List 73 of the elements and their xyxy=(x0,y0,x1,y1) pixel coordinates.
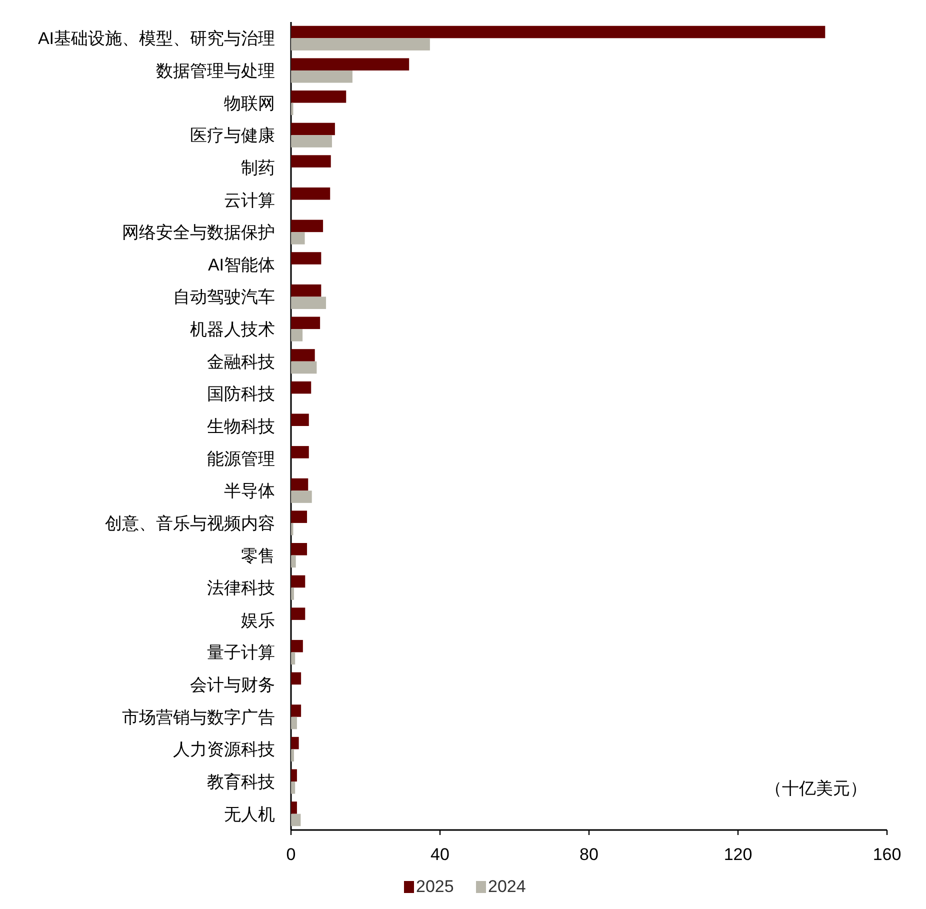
bar xyxy=(291,543,308,556)
bar xyxy=(291,381,312,394)
bar xyxy=(291,26,826,38)
bar xyxy=(291,329,303,342)
bar xyxy=(291,284,322,297)
bar xyxy=(291,704,302,717)
bar xyxy=(291,90,346,103)
bar xyxy=(291,510,308,523)
y-tick-label: 会计与财务 xyxy=(190,676,275,695)
bar xyxy=(291,361,317,374)
y-tick-label: 半导体 xyxy=(224,482,275,501)
y-tick-label: 人力资源科技 xyxy=(173,740,275,760)
bar xyxy=(291,220,324,232)
bar xyxy=(291,232,305,244)
y-tick-label: 教育科技 xyxy=(207,772,275,792)
bar xyxy=(291,588,294,600)
y-tick-label: 量子计算 xyxy=(207,643,275,662)
bar xyxy=(291,38,430,50)
y-tick-label: 能源管理 xyxy=(207,449,275,468)
bar xyxy=(291,155,331,168)
bar xyxy=(291,187,330,200)
y-tick-label: 国防科技 xyxy=(207,384,275,404)
bar xyxy=(291,769,297,782)
bar xyxy=(291,58,410,70)
bar xyxy=(291,296,326,309)
y-tick-label: 无人机 xyxy=(224,804,275,824)
y-tick-label: 机器人技术 xyxy=(190,320,275,340)
bar xyxy=(291,446,309,458)
y-tick-label: 零售 xyxy=(241,546,275,566)
bar xyxy=(291,478,308,491)
bar xyxy=(291,575,306,588)
bar xyxy=(291,70,352,83)
y-tick-label: 网络安全与数据保护 xyxy=(122,223,275,242)
bar xyxy=(291,252,322,264)
y-tick-label: 自动驾驶汽车 xyxy=(173,288,275,307)
bar xyxy=(291,749,294,762)
y-tick-label: 生物科技 xyxy=(207,417,275,436)
bar xyxy=(291,652,296,665)
bar xyxy=(291,490,312,503)
y-tick-label: 娱乐 xyxy=(241,610,275,630)
y-tick-label: 法律科技 xyxy=(207,578,275,598)
bar xyxy=(291,608,306,620)
y-tick-label: AI基础设施、模型、研究与治理 xyxy=(38,29,275,48)
y-tick-label: AI智能体 xyxy=(208,255,275,274)
bar xyxy=(291,316,320,330)
bar xyxy=(291,122,335,136)
y-tick-label: 云计算 xyxy=(224,190,275,210)
legend-label: 2025 xyxy=(416,877,454,896)
bar xyxy=(291,736,299,750)
x-tick-label: 120 xyxy=(724,845,752,864)
x-tick-label: 160 xyxy=(872,845,902,864)
bar xyxy=(291,135,332,148)
bar xyxy=(291,555,296,568)
bar xyxy=(291,414,309,426)
legend-label: 2024 xyxy=(488,877,526,896)
bar xyxy=(291,716,297,730)
y-tick-label: 数据管理与处理 xyxy=(156,61,275,80)
y-tick-label: 创意、音乐与视频内容 xyxy=(105,514,275,533)
bar xyxy=(291,802,297,814)
y-tick-label: 医疗与健康 xyxy=(190,126,275,146)
y-tick-label: 制药 xyxy=(241,158,275,178)
bar xyxy=(291,640,303,652)
x-tick-label: 0 xyxy=(286,845,296,864)
bar xyxy=(291,814,301,826)
annotation: （十亿美元） xyxy=(765,779,867,798)
y-tick-label: 市场营销与数字广告 xyxy=(122,708,275,727)
bar xyxy=(291,672,302,685)
y-tick-label: 金融科技 xyxy=(207,352,275,372)
x-tick-label: 80 xyxy=(580,845,598,864)
bar xyxy=(291,782,296,794)
bar xyxy=(291,349,315,362)
y-tick-label: 物联网 xyxy=(224,94,275,113)
x-tick-label: 40 xyxy=(430,845,450,864)
